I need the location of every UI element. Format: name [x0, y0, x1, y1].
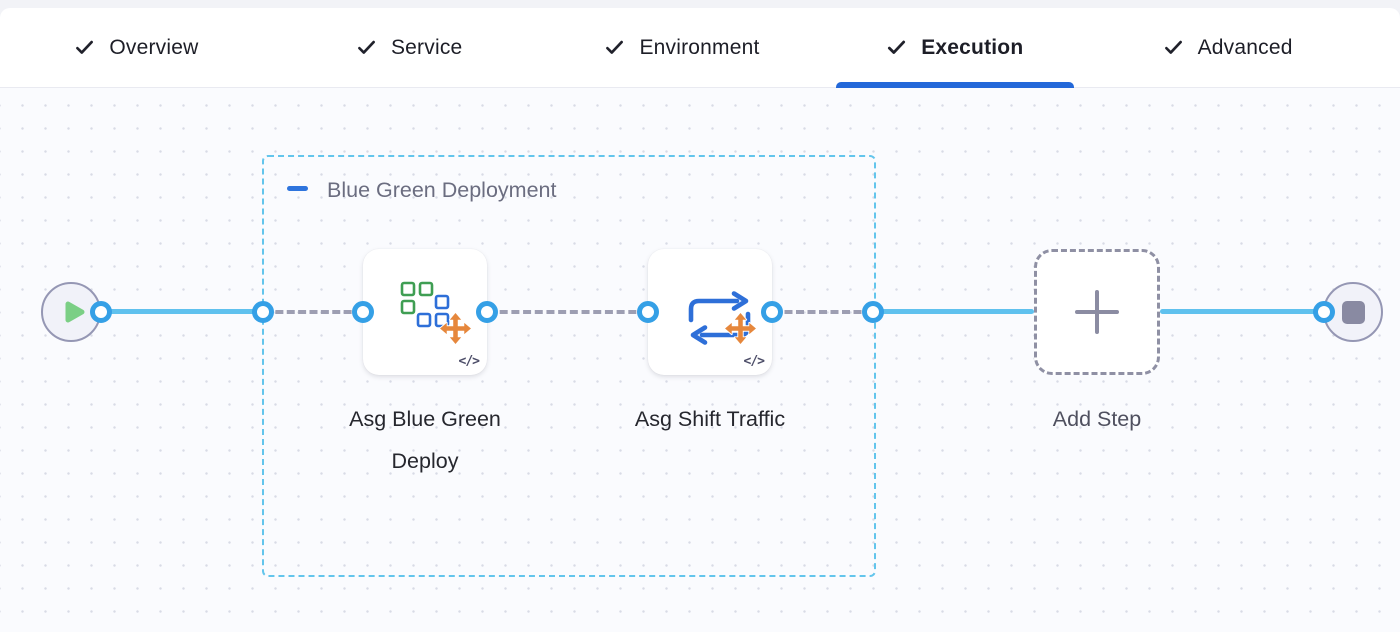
- dashed-link-1: [264, 310, 363, 314]
- tab-label: Service: [390, 35, 463, 59]
- dashed-link-3: [773, 310, 873, 314]
- link-addstep-to-end: [1160, 309, 1325, 314]
- code-badge: </>: [458, 354, 481, 369]
- tab-label: Execution: [921, 35, 1024, 59]
- tab-overview[interactable]: Overview: [0, 8, 273, 87]
- port-group-in[interactable]: [252, 301, 274, 323]
- step-label-asg-blue-green-deploy: Asg Blue Green Deploy: [349, 407, 501, 473]
- drag-move-icon: [439, 312, 472, 345]
- code-badge: </>: [743, 354, 766, 369]
- step-group-container: [262, 155, 876, 577]
- pipeline-canvas[interactable]: Blue Green Deployment: [0, 88, 1400, 632]
- tab-environment[interactable]: Environment: [546, 8, 819, 87]
- collapse-minus-icon[interactable]: [287, 186, 308, 191]
- tab-service[interactable]: Service: [273, 8, 546, 87]
- tab-label: Advanced: [1197, 35, 1293, 59]
- dashed-link-2: [488, 310, 648, 314]
- tab-execution[interactable]: Execution: [818, 8, 1091, 87]
- step-card-asg-blue-green-deploy[interactable]: </>: [363, 249, 487, 375]
- port-step1-in[interactable]: [352, 301, 374, 323]
- stop-icon: [1341, 300, 1365, 324]
- drag-move-icon: [724, 312, 757, 345]
- add-step-label: Add Step: [1052, 407, 1142, 431]
- check-icon: [76, 40, 94, 54]
- tab-advanced[interactable]: Advanced: [1091, 8, 1364, 87]
- port-group-out[interactable]: [862, 301, 884, 323]
- port-step2-in[interactable]: [637, 301, 659, 323]
- link-start-to-group: [101, 309, 264, 314]
- plus-icon: [1075, 290, 1119, 334]
- tab-label: Overview: [109, 35, 199, 59]
- link-group-to-addstep: [873, 309, 1034, 314]
- step-label-asg-shift-traffic: Asg Shift Traffic: [634, 407, 786, 431]
- port-start-out[interactable]: [90, 301, 112, 323]
- port-end-in[interactable]: [1313, 301, 1335, 323]
- check-icon: [358, 40, 375, 54]
- add-step-button[interactable]: [1034, 249, 1160, 375]
- check-icon: [888, 40, 906, 54]
- tab-label: Environment: [639, 35, 760, 59]
- tab-bar: Overview Service Environment Execution A…: [0, 8, 1400, 88]
- step-group-label: Blue Green Deployment: [327, 178, 557, 202]
- port-step2-out[interactable]: [761, 301, 783, 323]
- port-step1-out[interactable]: [476, 301, 498, 323]
- step-card-asg-shift-traffic[interactable]: </>: [648, 249, 772, 375]
- check-icon: [606, 40, 624, 54]
- check-icon: [1164, 40, 1182, 54]
- play-icon: [65, 301, 85, 323]
